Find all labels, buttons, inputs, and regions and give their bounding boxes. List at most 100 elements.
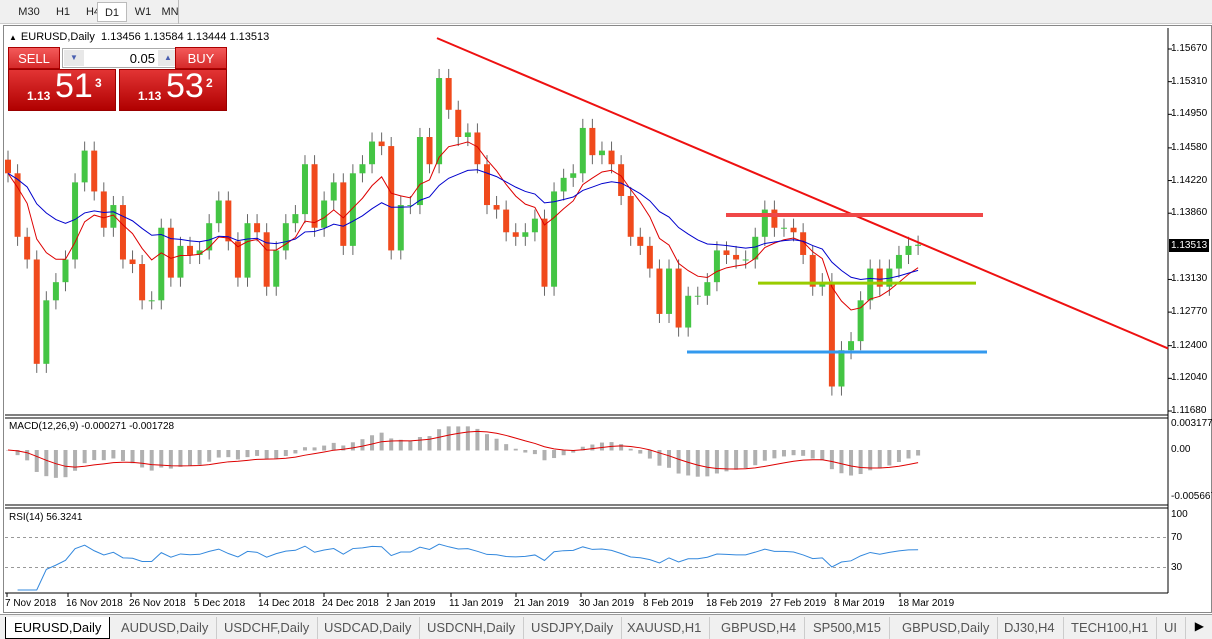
macd-histogram-bar [485,434,489,451]
tab-eurusd-daily[interactable]: EURUSD,Daily [5,617,111,639]
macd-histogram-bar [475,428,480,451]
macd-histogram-bar [647,450,652,459]
candle-body [589,127,596,156]
candle-body [570,173,577,178]
buy-price[interactable]: 1.13 53 2 [119,67,227,111]
candle-body [915,244,922,246]
macd-histogram-bar [810,450,815,459]
increase-lot-icon[interactable]: ▲ [158,50,178,66]
candle-body [397,205,404,251]
lot-size-stepper[interactable]: ▼ 0.05 ▲ [62,48,180,68]
candle-body [761,209,768,237]
tab-dj30-h4[interactable]: DJ30,H4 [996,617,1064,639]
tab-audusd-daily[interactable]: AUDUSD,Daily [113,617,218,639]
macd-axis-label: 0.00 [1171,444,1191,455]
candle-body [81,150,88,183]
candle-body [225,200,232,242]
candle-body [493,205,500,210]
price-axis-label: 1.12770 [1171,306,1208,318]
toolbar-divider [178,0,179,24]
collapse-triangle-icon[interactable]: ▲ [9,33,17,42]
tab-sp500-m15[interactable]: SP500,M15 [805,617,890,639]
candle-body [91,150,98,192]
candle-body [5,159,11,174]
macd-histogram-bar [762,450,767,461]
candle-body [551,191,558,287]
candle-body [876,268,883,287]
candle-body [531,218,538,233]
ma-fast-line [7,141,919,311]
timeframe-h1[interactable]: H1 [55,6,71,18]
candle-body [713,250,720,283]
timeframe-d1[interactable]: D1 [97,2,127,22]
timeframe-w1[interactable]: W1 [134,6,152,18]
timeframe-h4[interactable]: H4 [85,6,101,18]
candle-body [24,236,31,260]
tab-ui[interactable]: UI [1156,617,1186,639]
macd-histogram-bar [829,450,834,470]
candle-body [656,268,663,314]
candle-body [340,182,347,246]
candle-body [62,259,69,283]
candle-body [139,264,146,301]
candle-body [464,132,471,138]
date-axis-label: 18 Feb 2019 [706,598,763,609]
timeframe-toolbar: 5M30H1H4D1W1MN [0,0,1212,24]
sell-button[interactable]: SELL [8,47,60,69]
rsi-label: RSI(14) 56.3241 [9,512,83,523]
tab-xauusd-h1[interactable]: XAUUSD,H1 [619,617,711,639]
candle-body [110,205,117,228]
macd-histogram-bar [504,444,509,451]
date-axis-label: 18 Mar 2019 [898,598,955,609]
macd-histogram-bar [906,450,911,459]
candle-body [685,295,692,328]
candle-body [14,173,21,237]
macd-histogram-bar [341,445,346,451]
macd-histogram-bar [839,450,844,474]
candle-body [484,164,490,206]
tab-usdchf-daily[interactable]: USDCHF,Daily [216,617,319,639]
candle-body [100,191,107,228]
timeframe-m30[interactable]: M30 [18,6,40,18]
candle-body [359,164,366,174]
date-axis-label: 8 Mar 2019 [834,598,885,609]
candle-body [828,282,835,387]
tab-tech100-h1[interactable]: TECH100,H1 [1063,617,1158,639]
candle-body [273,250,280,287]
macd-histogram-bar [427,436,432,451]
date-axis-label: 21 Jan 2019 [514,598,570,609]
candle-body [311,164,318,228]
tab-usdcnh-daily[interactable]: USDCNH,Daily [419,617,525,639]
scroll-right-icon[interactable]: ▶ [1194,619,1204,633]
buy-button[interactable]: BUY [175,47,227,69]
macd-histogram-bar [63,450,68,478]
macd-histogram-bar [92,450,97,461]
candle-body [436,78,443,165]
macd-histogram-bar [542,450,547,461]
candle-body [254,223,261,233]
timeframe-mn[interactable]: MN [161,6,179,18]
macd-histogram-bar [667,450,672,468]
price-axis-label: 1.14950 [1171,108,1208,120]
candle-body [780,227,787,229]
decrease-lot-icon[interactable]: ▼ [64,50,84,66]
macd-histogram-bar [274,450,279,459]
tab-usdcad-daily[interactable]: USDCAD,Daily [316,617,421,639]
sell-price[interactable]: 1.13 51 3 [8,67,116,111]
macd-histogram-bar [494,438,499,451]
tab-gbpusd-daily[interactable]: GBPUSD,Daily [894,617,999,639]
candle-body [416,137,423,206]
candle-body [215,200,222,224]
candle-body [579,127,586,174]
candle-body [733,254,740,260]
macd-histogram-bar [599,442,604,451]
lot-size-input[interactable]: 0.05 [129,51,155,66]
candle-body [33,259,40,364]
tab-gbpusd-h4[interactable]: GBPUSD,H4 [713,617,806,639]
chart-window[interactable] [3,25,1212,613]
rsi-axis-label: 70 [1171,531,1183,543]
candle-body [742,259,749,261]
tab-usdjpy-daily[interactable]: USDJPY,Daily [523,617,623,639]
macd-histogram-bar [552,450,557,459]
